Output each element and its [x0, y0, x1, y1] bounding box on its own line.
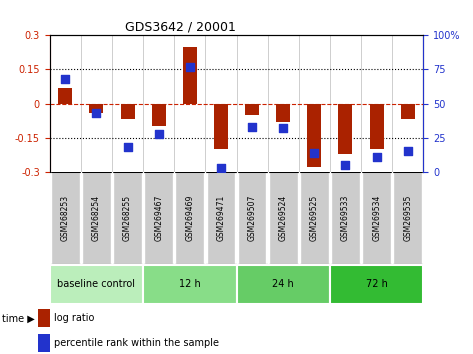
- FancyBboxPatch shape: [362, 172, 391, 264]
- Text: GSM269535: GSM269535: [403, 194, 412, 241]
- Bar: [58, 88, 72, 103]
- Text: GSM269507: GSM269507: [247, 194, 256, 241]
- Point: [217, 165, 225, 170]
- FancyBboxPatch shape: [331, 172, 360, 264]
- FancyBboxPatch shape: [175, 172, 204, 264]
- FancyBboxPatch shape: [50, 264, 143, 304]
- Text: 12 h: 12 h: [179, 279, 201, 289]
- Bar: [401, 103, 415, 119]
- Bar: [276, 103, 290, 122]
- FancyBboxPatch shape: [236, 264, 330, 304]
- FancyBboxPatch shape: [144, 172, 173, 264]
- Text: percentile rank within the sample: percentile rank within the sample: [54, 338, 219, 348]
- Point: [248, 124, 256, 130]
- Point: [93, 110, 100, 116]
- Text: GSM269524: GSM269524: [279, 195, 288, 241]
- Text: GSM269467: GSM269467: [154, 194, 163, 241]
- FancyBboxPatch shape: [113, 172, 142, 264]
- Text: 24 h: 24 h: [272, 279, 294, 289]
- FancyBboxPatch shape: [238, 172, 266, 264]
- Point: [404, 148, 412, 154]
- Text: baseline control: baseline control: [57, 279, 135, 289]
- Point: [311, 150, 318, 155]
- Bar: [369, 103, 384, 149]
- Text: GSM269471: GSM269471: [217, 195, 226, 241]
- Text: GSM268255: GSM268255: [123, 195, 132, 241]
- Text: 72 h: 72 h: [366, 279, 387, 289]
- FancyBboxPatch shape: [269, 172, 298, 264]
- FancyBboxPatch shape: [207, 172, 235, 264]
- FancyBboxPatch shape: [82, 172, 111, 264]
- Bar: [307, 103, 321, 167]
- Bar: [339, 103, 352, 154]
- FancyBboxPatch shape: [143, 264, 236, 304]
- FancyBboxPatch shape: [51, 172, 79, 264]
- Text: GSM268253: GSM268253: [61, 195, 70, 241]
- Text: GSM269525: GSM269525: [310, 195, 319, 241]
- FancyBboxPatch shape: [394, 172, 422, 264]
- FancyBboxPatch shape: [330, 264, 423, 304]
- Text: time ▶: time ▶: [2, 313, 35, 323]
- Text: GDS3642 / 20001: GDS3642 / 20001: [125, 21, 236, 34]
- Text: GSM268254: GSM268254: [92, 195, 101, 241]
- Point: [124, 144, 131, 150]
- Point: [342, 162, 349, 168]
- FancyBboxPatch shape: [300, 172, 329, 264]
- Point: [186, 64, 193, 70]
- Point: [155, 131, 162, 136]
- Point: [373, 154, 380, 160]
- Bar: [245, 103, 259, 115]
- Text: log ratio: log ratio: [54, 313, 95, 323]
- Text: GSM269469: GSM269469: [185, 194, 194, 241]
- Text: GSM269534: GSM269534: [372, 194, 381, 241]
- Bar: [38, 334, 50, 352]
- Bar: [214, 103, 228, 149]
- Text: GSM269533: GSM269533: [341, 194, 350, 241]
- Point: [280, 125, 287, 131]
- Bar: [152, 103, 166, 126]
- Bar: [183, 47, 197, 103]
- Point: [61, 76, 69, 82]
- Bar: [38, 309, 50, 327]
- Bar: [89, 103, 104, 113]
- Bar: [121, 103, 134, 119]
